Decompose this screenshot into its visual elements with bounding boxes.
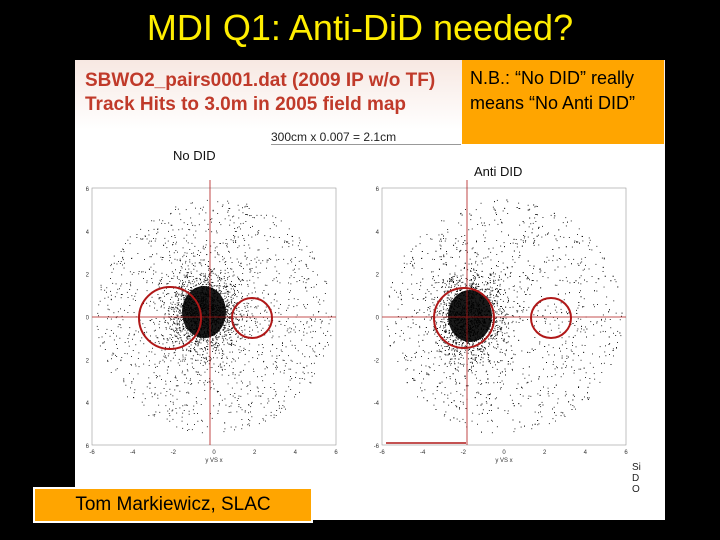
note-line-1: N.B.: “No DID” really (470, 68, 635, 88)
figure-header-line-1: SBWO2_pairs0001.dat (2009 IP w/o TF) (85, 70, 436, 91)
author-box: Tom Markiewicz, SLAC (33, 487, 313, 523)
x-tick-label: 6 (624, 450, 628, 456)
scale-rule (271, 144, 461, 145)
y-tick-label: -6 (86, 444, 90, 450)
note-box: N.B.: “No DID” really means “No Anti DID… (462, 60, 664, 144)
y-tick-label: 0 (376, 316, 380, 322)
right-plot-caption: Anti DID (474, 164, 523, 179)
y-tick-label: -4 (86, 401, 90, 407)
y-tick-label: -6 (374, 444, 380, 450)
plot-frame (91, 187, 337, 446)
y-tick-label: -2 (86, 358, 90, 364)
y-tick-label: 4 (86, 230, 90, 236)
x-tick-label: 2 (253, 450, 257, 456)
x-tick-label: -4 (420, 450, 426, 456)
dense-core (182, 286, 226, 338)
left-plot-caption: No DID (173, 148, 216, 163)
scatter-points (386, 199, 623, 434)
note-line-2: means “No Anti DID” (470, 93, 636, 113)
incoming-beam-circle (433, 287, 495, 349)
slide-title: MDI Q1: Anti-DiD needed? (146, 7, 574, 48)
outgoing-beam-circle (231, 297, 273, 339)
side-text-fragment: SiDO (632, 462, 641, 495)
y-tick-label: -4 (374, 401, 380, 407)
plot-frame (381, 187, 627, 446)
x-tick-label: -2 (171, 450, 177, 456)
x-tick-label: 0 (502, 450, 506, 456)
x-tick-label: -6 (89, 450, 95, 456)
y-tick-label: 4 (376, 230, 380, 236)
y-tick-label: 2 (376, 273, 380, 279)
x-tick-label: -6 (379, 450, 385, 456)
dense-core (448, 290, 492, 342)
y-tick-label: 6 (86, 187, 90, 193)
right-scatter-plot: 6 4 2 0 -2 -4 -6-6 -4 -2 0 2 4 6 y VS x (374, 180, 628, 464)
outgoing-beam-circle (530, 297, 572, 339)
x-tick-label: 2 (543, 450, 547, 456)
figure-header-line-2: Track Hits to 3.0m in 2005 field map (85, 94, 407, 115)
x-axis-label: y VS x (205, 458, 222, 464)
scale-note: 300cm x 0.007 = 2.1cm (271, 130, 397, 144)
x-tick-label: 6 (334, 450, 338, 456)
y-tick-label: -2 (374, 358, 380, 364)
incoming-beam-circle (138, 286, 202, 350)
x-tick-label: 4 (584, 450, 588, 456)
x-axis-label: y VS x (495, 458, 512, 464)
x-tick-label: -4 (130, 450, 136, 456)
x-tick-label: 0 (212, 450, 216, 456)
x-tick-label: -2 (461, 450, 467, 456)
y-tick-label: 0 (86, 316, 90, 322)
y-tick-label: 2 (86, 273, 90, 279)
left-scatter-plot: 6 4 2 0 -2 -4 -6-6 -4 -2 0 2 4 6 y VS x (86, 180, 338, 464)
y-tick-label: 6 (376, 187, 380, 193)
x-tick-label: 4 (294, 450, 298, 456)
